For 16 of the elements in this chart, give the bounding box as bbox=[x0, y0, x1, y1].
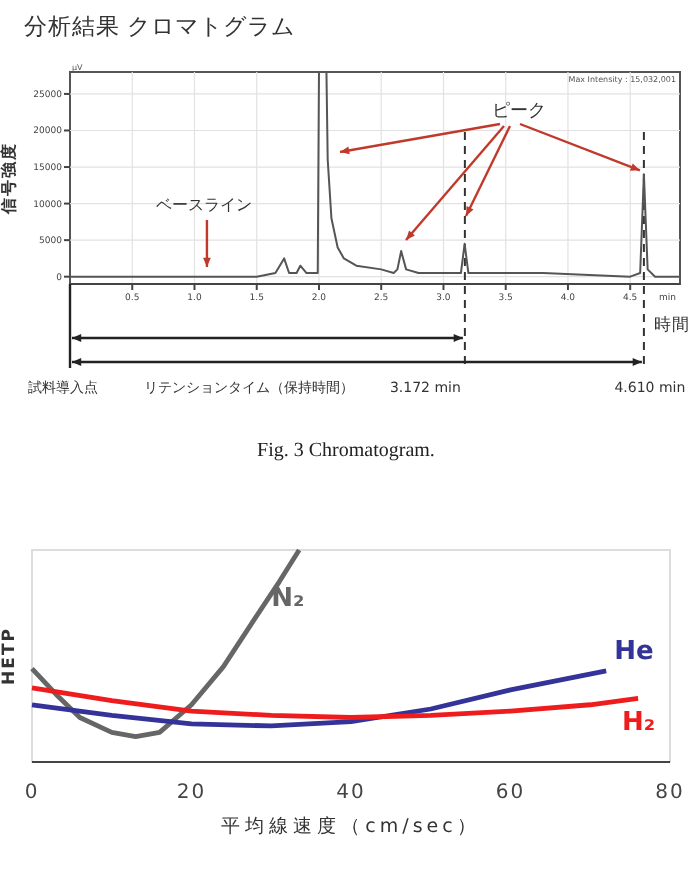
caption: Fig. 3 Chromatogram. bbox=[257, 440, 435, 462]
x-tick-label: 80 bbox=[655, 782, 685, 804]
annotation: ピーク bbox=[492, 100, 546, 122]
x-tick-label: 20 bbox=[176, 782, 207, 804]
annotation: ベースライン bbox=[156, 196, 252, 214]
text: 時間 bbox=[654, 314, 690, 336]
line-series bbox=[69, 71, 681, 278]
chart-title: 分析結果 クロマトグラム bbox=[24, 12, 296, 40]
y-axis-title: HETP bbox=[0, 627, 20, 685]
x-axis-title: 平均線速度（cm/sec） bbox=[221, 814, 481, 838]
x-tick-label: 60 bbox=[495, 782, 526, 804]
series-label: He bbox=[614, 636, 654, 667]
y-axis-title: 信号強度 bbox=[0, 142, 18, 216]
series-label: N₂ bbox=[271, 584, 305, 614]
series-label: H₂ bbox=[622, 708, 656, 739]
x-tick-label: 40 bbox=[336, 782, 366, 804]
